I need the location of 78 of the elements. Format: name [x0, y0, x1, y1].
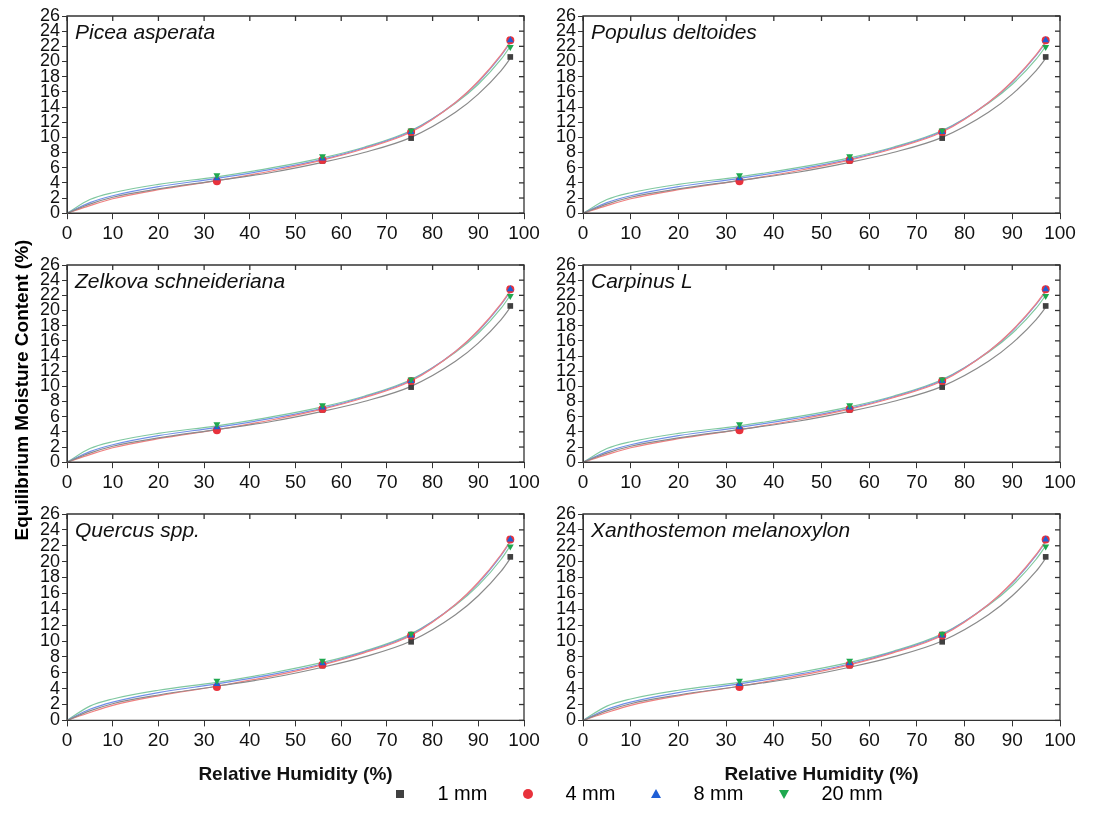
x-tick-label: 100 [508, 729, 540, 751]
x-tick-label: 20 [667, 221, 689, 243]
y-tick-label: 0 [50, 709, 61, 730]
x-tick-label: 10 [620, 729, 642, 751]
x-tick-label: 10 [620, 221, 642, 243]
x-tick-label: 50 [810, 470, 833, 492]
x-tick-label: 50 [284, 221, 307, 243]
x-tick-label: 90 [1001, 470, 1023, 492]
x-tick-label: 100 [508, 221, 540, 243]
x-tick-label: 10 [102, 729, 124, 751]
x-tick-label: 30 [715, 729, 737, 751]
x-axis-title: Relative Humidity (%) [724, 762, 919, 784]
x-tick-label: 90 [1001, 221, 1023, 243]
x-axis-title: Relative Humidity (%) [198, 762, 393, 784]
x-tick-label: 60 [858, 470, 880, 492]
chart-title: Picea asperata [75, 20, 216, 44]
x-tick-label: 80 [954, 470, 976, 492]
y-tick-label: 0 [566, 451, 577, 472]
x-tick-label: 90 [467, 470, 489, 492]
x-tick-label: 60 [858, 729, 880, 751]
x-tick-label: 20 [667, 729, 689, 751]
legend-label: 1 mm [437, 782, 488, 805]
x-tick-label: 70 [376, 470, 398, 492]
x-tick-label: 20 [147, 729, 169, 751]
x-tick-label: 60 [330, 470, 352, 492]
x-tick-label: 10 [102, 221, 124, 243]
y-tick-label: 0 [50, 451, 61, 472]
x-tick-label: 60 [330, 221, 352, 243]
x-tick-label: 80 [954, 221, 976, 243]
x-tick-label: 80 [954, 729, 976, 751]
x-tick-label: 50 [810, 221, 833, 243]
x-tick-label: 90 [467, 729, 489, 751]
x-tick-label: 100 [1044, 221, 1076, 243]
y-tick-label: 0 [50, 202, 61, 223]
x-tick-label: 40 [239, 470, 261, 492]
x-tick-label: 100 [1044, 470, 1076, 492]
x-tick-label: 90 [467, 221, 489, 243]
chart-title: Zelkova schneideriana [74, 269, 286, 293]
legend-label: 8 mm [693, 782, 744, 805]
x-tick-label: 40 [763, 729, 785, 751]
x-tick-label: 30 [193, 729, 215, 751]
x-tick-label: 20 [147, 470, 169, 492]
legend-label: 4 mm [565, 782, 616, 805]
x-tick-label: 30 [193, 221, 215, 243]
x-tick-label: 50 [284, 729, 307, 751]
x-tick-label: 70 [906, 221, 928, 243]
x-tick-label: 40 [763, 221, 785, 243]
x-tick-label: 90 [1001, 729, 1023, 751]
x-tick-label: 10 [102, 470, 124, 492]
x-tick-label: 20 [147, 221, 169, 243]
x-tick-label: 70 [376, 221, 398, 243]
x-tick-label: 10 [620, 470, 642, 492]
x-tick-label: 100 [1044, 729, 1076, 751]
x-tick-label: 30 [715, 221, 737, 243]
x-tick-label: 80 [422, 729, 444, 751]
x-tick-label: 60 [858, 221, 880, 243]
x-tick-label: 40 [763, 470, 785, 492]
x-tick-label: 30 [193, 470, 215, 492]
y-tick-label: 0 [566, 202, 577, 223]
chart-title: Carpinus L [591, 269, 693, 293]
x-tick-label: 80 [422, 470, 444, 492]
x-tick-label: 80 [422, 221, 444, 243]
chart-title: Populus deltoides [591, 20, 758, 44]
x-tick-label: 40 [239, 729, 261, 751]
x-tick-label: 20 [667, 470, 689, 492]
chart-title: Quercus spp. [75, 518, 200, 542]
x-tick-label: 70 [906, 729, 928, 751]
x-tick-label: 50 [810, 729, 833, 751]
x-tick-label: 100 [508, 470, 540, 492]
x-tick-label: 50 [284, 470, 307, 492]
y-axis-title: Equilibrium Moisture Content (%) [11, 239, 33, 541]
y-tick-label: 0 [566, 709, 577, 730]
x-tick-label: 70 [906, 470, 928, 492]
x-tick-label: 30 [715, 470, 737, 492]
chart-title: Xanthostemon melanoxylon [590, 518, 851, 542]
x-tick-label: 70 [376, 729, 398, 751]
x-tick-label: 60 [330, 729, 352, 751]
x-tick-label: 40 [239, 221, 261, 243]
